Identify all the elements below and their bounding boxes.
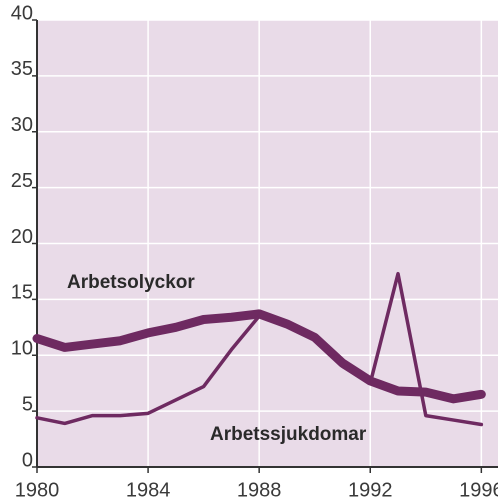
y-tick-label: 10: [11, 338, 33, 360]
y-tick-label: 5: [22, 393, 33, 415]
x-tick-label: 1992: [348, 479, 393, 501]
y-tick-label: 35: [11, 58, 33, 80]
series-label: Arbetsolyckor: [67, 272, 195, 293]
x-tick-label: 1996: [459, 479, 498, 501]
series-label: Arbetssjukdomar: [210, 424, 367, 445]
series-line: [32, 309, 486, 404]
y-tick-label: 40: [11, 2, 33, 24]
series-line: [35, 271, 484, 427]
y-tick-label: 15: [11, 282, 33, 304]
x-tick-label: 1984: [126, 479, 171, 501]
y-tick-label: 30: [11, 114, 33, 136]
x-tick-label: 1980: [15, 479, 60, 501]
x-tick-label: 1988: [237, 479, 282, 501]
y-tick-label: 25: [11, 170, 33, 192]
y-tick-label: 20: [11, 226, 33, 248]
y-tick-label: 0: [22, 449, 33, 471]
